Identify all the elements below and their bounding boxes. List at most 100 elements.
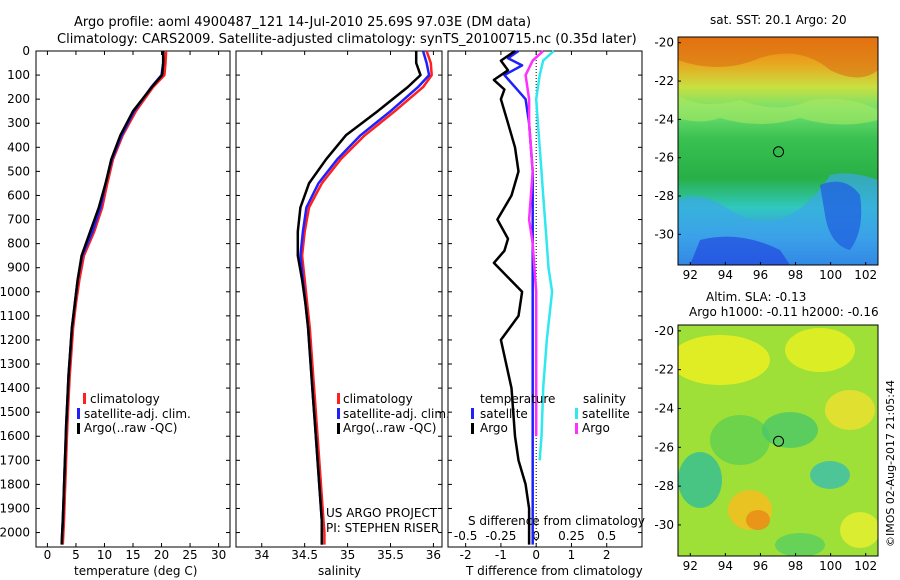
temperature-axis-label: temperature (deg C): [74, 564, 197, 578]
lon-tick-label: 96: [753, 559, 768, 573]
legend-label-temp-satellite: satellite: [480, 407, 528, 421]
depth-tick-label: 1500: [0, 405, 30, 419]
argo-position-marker: [773, 435, 785, 447]
legend-swatch-temp-argo: [471, 423, 474, 434]
x-tick-label: 30: [211, 548, 226, 562]
sla-map-field: [678, 325, 878, 556]
lon-tick-label: 102: [854, 268, 877, 282]
depth-tick-label: 900: [7, 261, 30, 275]
series-line-temperature-argo: [492, 49, 531, 545]
depth-tick-label: 200: [7, 92, 30, 106]
legend-title-temperature: temperature: [480, 392, 555, 406]
sst-map-axes: 92 94 96 98 100 102 -20 -22 -24 -26 -28 -30: [654, 36, 877, 282]
depth-tick-label: 500: [7, 164, 30, 178]
sla-map: Altim. SLA: -0.13 Argo h1000: -0.11 h200…: [654, 290, 879, 573]
x-tick-label: 5: [72, 548, 80, 562]
salinity-legend: climatology satellite-adj. clim. Argo(..…: [337, 392, 450, 435]
lat-tick-label: -30: [654, 227, 674, 241]
difference-legend: temperature salinity satellite Argo sate…: [471, 392, 630, 435]
x-tick-label: 10: [97, 548, 112, 562]
salinity-panel-frame: [235, 50, 443, 548]
x-tick-label: 35: [340, 548, 355, 562]
temperature-chart: 0 5 10 15 20 25 30: [44, 50, 226, 562]
depth-tick-label: 1100: [0, 309, 30, 323]
x-tick-label: 0: [44, 548, 52, 562]
lon-tick-label: 92: [683, 559, 698, 573]
depth-tick-label: 2000: [0, 526, 30, 540]
depth-tick-label: 600: [7, 188, 30, 202]
argo-position-marker: [773, 146, 785, 158]
legend-title-salinity: salinity: [583, 392, 626, 406]
depth-tick-label: 300: [7, 116, 30, 130]
lon-tick-label: 100: [819, 268, 842, 282]
salinity-axis-label: salinity: [318, 564, 361, 578]
depth-tick-label: 700: [7, 213, 30, 227]
legend-swatch-satellite: [77, 408, 80, 419]
lon-tick-label: 98: [788, 268, 803, 282]
lat-tick-label: -28: [654, 189, 674, 203]
sst-map-field: [678, 37, 878, 265]
lon-tick-label: 92: [683, 268, 698, 282]
legend-label-temp-argo: Argo: [480, 421, 508, 435]
lat-tick-label: -30: [654, 518, 674, 532]
difference-chart: -2 -1 0 1 2 -0.5 -0.25 0 0.25 0.5: [454, 49, 616, 562]
sst-map-title: sat. SST: 20.1 Argo: 20: [710, 13, 847, 27]
legend-swatch-climatology: [337, 393, 340, 404]
credit-line-2: PI: STEPHEN RISER: [326, 521, 439, 535]
lon-tick-label: 100: [819, 559, 842, 573]
series-line-climatology: [300, 50, 433, 545]
sla-map-subtitle: Argo h1000: -0.11 h2000: -0.16: [689, 305, 879, 319]
x-tick-label: 2: [603, 548, 611, 562]
x-tick-label: 25: [182, 548, 197, 562]
legend-label-climatology: climatology: [343, 392, 413, 406]
x-tick-label: 34.5: [291, 548, 318, 562]
salinity-diff-axis-label: S difference from climatology: [468, 514, 645, 528]
lon-tick-label: 94: [718, 268, 733, 282]
legend-label-satellite: satellite-adj. clim.: [343, 407, 450, 421]
legend-swatch-sal-argo: [575, 423, 578, 434]
depth-tick-label: 1600: [0, 429, 30, 443]
legend-label-argo: Argo(..raw -QC): [84, 421, 177, 435]
legend-swatch-sal-satellite: [575, 408, 578, 419]
x-tick-label: 36: [426, 548, 441, 562]
lon-tick-label: 94: [718, 559, 733, 573]
x2-tick-label: 0.5: [597, 529, 616, 543]
salinity-chart: 34 34.5 35 35.5 36: [254, 50, 441, 562]
lat-tick-label: -20: [654, 36, 674, 50]
lat-tick-label: -26: [654, 440, 674, 454]
depth-axis: 0 100 200 300 400 500 600 700 800 900 1000 1100 1200…: [0, 44, 642, 540]
x2-tick-label: -0.5: [454, 529, 477, 543]
depth-tick-label: 1400: [0, 381, 30, 395]
lat-tick-label: -24: [654, 401, 674, 415]
lat-tick-label: -20: [654, 324, 674, 338]
depth-tick-label: 1200: [0, 333, 30, 347]
legend-label-climatology: climatology: [90, 392, 160, 406]
legend-swatch-satellite: [337, 408, 340, 419]
sst-map: sat. SST: 20.1 Argo: 20 92 94 96 98 100 102 -2…: [654, 13, 879, 282]
lon-tick-label: 102: [854, 559, 877, 573]
x-tick-label: 20: [154, 548, 169, 562]
figure-title: Argo profile: aoml 4900487_121 14-Jul-20…: [74, 15, 531, 30]
credit-line-1: US ARGO PROJECT: [326, 506, 438, 520]
temperature-diff-axis-label: T difference from climatology: [465, 564, 643, 578]
timestamp-label: ©IMOS 02-Aug-2017 21:05:44: [884, 380, 897, 547]
figure-subtitle: Climatology: CARS2009. Satellite-adjuste…: [57, 32, 637, 47]
temperature-panel-frame: [35, 50, 231, 548]
depth-tick-label: 1000: [0, 285, 30, 299]
depth-tick-label: 0: [22, 44, 30, 58]
depth-tick-label: 800: [7, 237, 30, 251]
lat-tick-label: -22: [654, 74, 674, 88]
lon-tick-label: 96: [753, 268, 768, 282]
lat-tick-label: -28: [654, 479, 674, 493]
x2-tick-label: 0: [532, 529, 540, 543]
legend-label-satellite: satellite-adj. clim.: [84, 407, 191, 421]
x-tick-label: 15: [125, 548, 140, 562]
lon-tick-label: 98: [788, 559, 803, 573]
x2-tick-label: 0.25: [558, 529, 585, 543]
legend-swatch-argo: [337, 423, 340, 434]
x-tick-label: -1: [495, 548, 507, 562]
series-line-temperature-satellite: [503, 49, 534, 545]
series-line-argo-raw-qc: [296, 51, 422, 545]
x-tick-label: -2: [460, 548, 472, 562]
